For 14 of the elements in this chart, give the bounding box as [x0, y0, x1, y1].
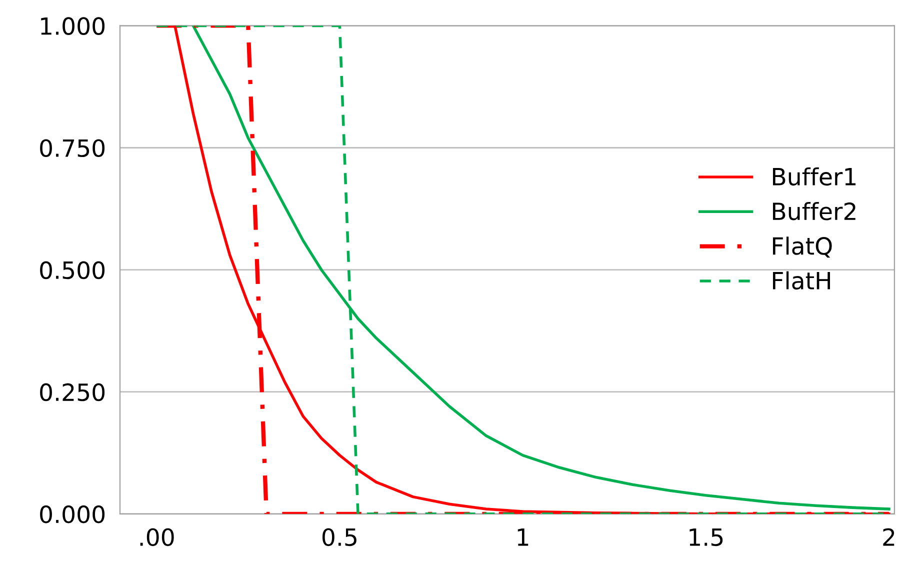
legend-label: Buffer2	[772, 202, 856, 220]
y-tick-label: 0.500	[40, 261, 105, 280]
x-tick-label: .00	[140, 528, 174, 546]
x-tick-label: 0.5	[322, 528, 356, 546]
y-tick-label: 1.000	[41, 17, 105, 35]
legend-label: FlatH	[772, 271, 830, 290]
legend-label: FlatQ	[772, 236, 832, 258]
y-tick-label: 0.250	[40, 383, 105, 402]
y-tick-label: 0.750	[40, 139, 105, 158]
x-tick-label: 1	[518, 528, 528, 546]
x-tick-label: 1.5	[690, 528, 723, 546]
x-tick-label: 2	[883, 528, 894, 546]
y-tick-label: 0.000	[40, 505, 105, 524]
legend-label: Buffer1	[772, 167, 856, 186]
